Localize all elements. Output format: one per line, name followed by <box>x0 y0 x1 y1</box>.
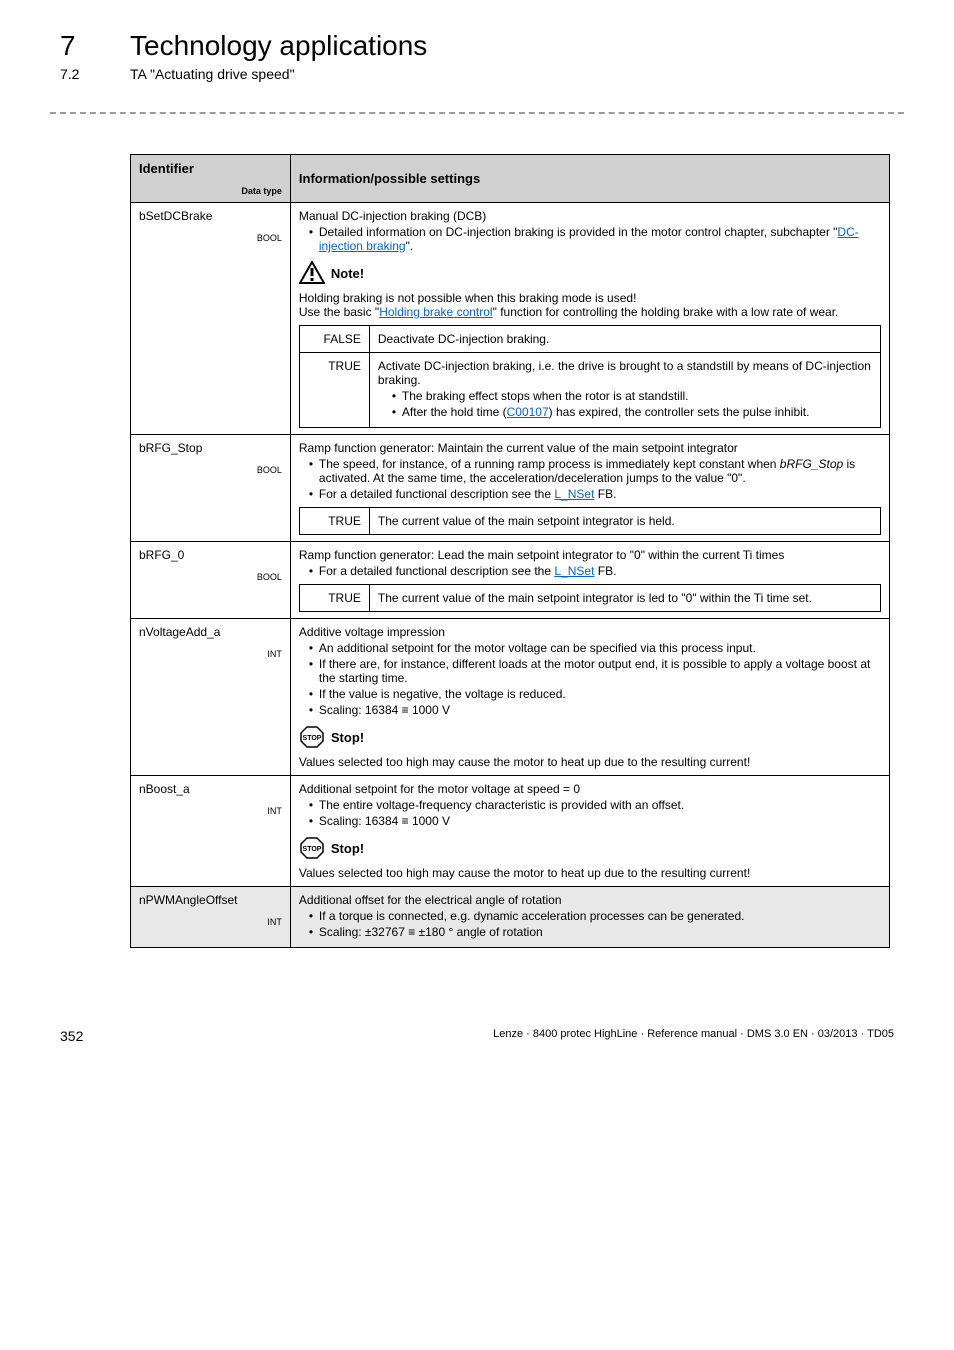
value-label: TRUE <box>299 353 369 428</box>
param-bullet: Scaling: 16384 ≡ 1000 V <box>309 703 881 717</box>
stop-label: Stop! <box>331 730 364 745</box>
text: For a detailed functional description se… <box>319 487 554 501</box>
note-text: Use the basic "Holding brake control" fu… <box>299 305 881 319</box>
stop-icon <box>299 725 325 749</box>
page-number: 352 <box>60 1028 83 1044</box>
value-label: TRUE <box>299 585 369 612</box>
param-id: nVoltageAdd_a <box>139 625 282 639</box>
value-desc: Deactivate DC-injection braking. <box>369 326 880 353</box>
text: ". <box>406 239 414 253</box>
italic-text: bRFG_Stop <box>780 457 843 471</box>
stop-text: Values selected too high may cause the m… <box>299 866 881 880</box>
stop-text: Values selected too high may cause the m… <box>299 755 881 769</box>
stop-label: Stop! <box>331 841 364 856</box>
footer-text: Lenze · 8400 protec HighLine · Reference… <box>493 1028 894 1044</box>
header-info: Information/possible settings <box>290 155 889 203</box>
text: FB. <box>594 564 616 578</box>
text: Detailed information on DC-injection bra… <box>319 225 838 239</box>
text: Use the basic " <box>299 305 379 319</box>
param-type: BOOL <box>139 233 282 243</box>
param-id: nBoost_a <box>139 782 282 796</box>
param-bullet: For a detailed functional description se… <box>309 564 881 578</box>
param-id: bSetDCBrake <box>139 209 282 223</box>
sub-bullet: After the hold time (C00107) has expired… <box>392 405 872 419</box>
header-datatype-label: Data type <box>139 186 282 196</box>
chapter-number: 7 <box>60 30 90 62</box>
text: FB. <box>594 487 616 501</box>
stop-icon <box>299 836 325 860</box>
param-bullet: Scaling: ±32767 ≡ ±180 ° angle of rotati… <box>309 925 881 939</box>
param-bullet: If the value is negative, the voltage is… <box>309 687 881 701</box>
param-bullet: If a torque is connected, e.g. dynamic a… <box>309 909 881 923</box>
param-bullet: An additional setpoint for the motor vol… <box>309 641 881 655</box>
param-type: INT <box>139 649 282 659</box>
param-intro: Ramp function generator: Lead the main s… <box>299 548 881 562</box>
param-bullet: The speed, for instance, of a running ra… <box>309 457 881 485</box>
param-id: nPWMAngleOffset <box>139 893 282 907</box>
param-bullet: For a detailed functional description se… <box>309 487 881 501</box>
link-holding-brake-control[interactable]: Holding brake control <box>379 305 492 319</box>
parameters-table: Identifier Data type Information/possibl… <box>130 154 890 948</box>
link-lnset[interactable]: L_NSet <box>554 487 594 501</box>
note-text: Holding braking is not possible when thi… <box>299 291 881 305</box>
text: For a detailed functional description se… <box>319 564 554 578</box>
text: " function for controlling the holding b… <box>493 305 839 319</box>
subchapter-title: TA "Actuating drive speed" <box>130 66 295 82</box>
param-bullet: Detailed information on DC-injection bra… <box>309 225 881 253</box>
param-intro: Ramp function generator: Maintain the cu… <box>299 441 881 455</box>
value-desc: Activate DC-injection braking, i.e. the … <box>369 353 880 428</box>
value-desc: The current value of the main setpoint i… <box>369 508 880 535</box>
header-identifier: Identifier Data type <box>131 155 291 203</box>
table-row: nVoltageAdd_a INT Additive voltage impre… <box>131 619 890 776</box>
param-intro: Additional setpoint for the motor voltag… <box>299 782 881 796</box>
value-label: TRUE <box>299 508 369 535</box>
param-type: INT <box>139 917 282 927</box>
table-row: bRFG_Stop BOOL Ramp function generator: … <box>131 435 890 542</box>
text: ) has expired, the controller sets the p… <box>549 405 810 419</box>
header-identifier-label: Identifier <box>139 161 194 176</box>
sub-bullet: The braking effect stops when the rotor … <box>392 389 872 403</box>
param-id: bRFG_0 <box>139 548 282 562</box>
param-intro: Additional offset for the electrical ang… <box>299 893 881 907</box>
param-intro: Manual DC-injection braking (DCB) <box>299 209 881 223</box>
value-label: FALSE <box>299 326 369 353</box>
param-type: INT <box>139 806 282 816</box>
chapter-title: Technology applications <box>130 30 427 62</box>
param-bullet: The entire voltage-frequency characteris… <box>309 798 881 812</box>
table-row: bSetDCBrake BOOL Manual DC-injection bra… <box>131 203 890 435</box>
subchapter-number: 7.2 <box>60 66 90 82</box>
link-lnset[interactable]: L_NSet <box>554 564 594 578</box>
text: The speed, for instance, of a running ra… <box>319 457 780 471</box>
link-c00107[interactable]: C00107 <box>507 405 549 419</box>
note-label: Note! <box>331 266 364 281</box>
table-row: nBoost_a INT Additional setpoint for the… <box>131 776 890 887</box>
table-row: nPWMAngleOffset INT Additional offset fo… <box>131 887 890 948</box>
param-bullet: If there are, for instance, different lo… <box>309 657 881 685</box>
param-id: bRFG_Stop <box>139 441 282 455</box>
param-type: BOOL <box>139 465 282 475</box>
divider <box>50 112 904 114</box>
table-row: bRFG_0 BOOL Ramp function generator: Lea… <box>131 542 890 619</box>
text: After the hold time ( <box>402 405 507 419</box>
warning-icon <box>299 261 325 285</box>
text: Activate DC-injection braking, i.e. the … <box>378 359 871 387</box>
param-type: BOOL <box>139 572 282 582</box>
value-desc: The current value of the main setpoint i… <box>369 585 880 612</box>
param-bullet: Scaling: 16384 ≡ 1000 V <box>309 814 881 828</box>
param-intro: Additive voltage impression <box>299 625 881 639</box>
